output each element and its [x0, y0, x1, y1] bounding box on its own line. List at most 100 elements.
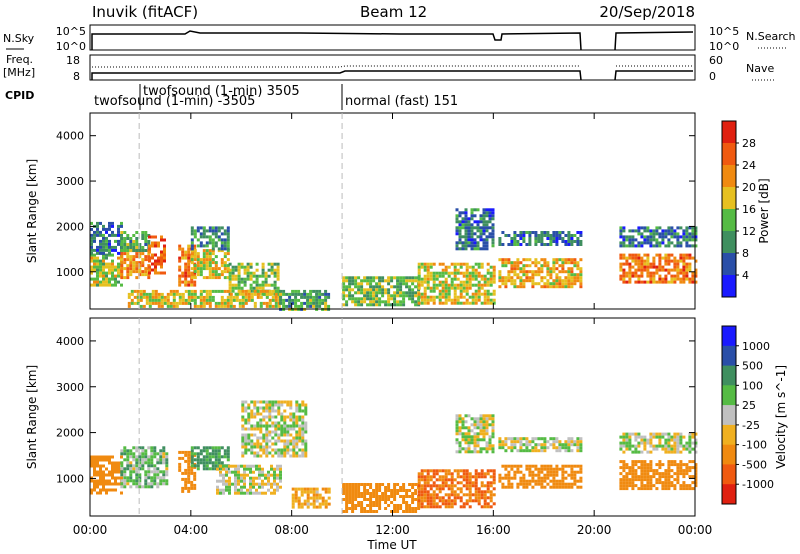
colorbar-swatch	[722, 121, 736, 144]
data-cell	[464, 244, 468, 248]
data-cell	[396, 300, 400, 304]
data-cell	[202, 301, 206, 305]
data-cell	[679, 277, 683, 281]
data-cell	[303, 490, 307, 494]
data-cell	[265, 403, 269, 407]
data-cell	[552, 240, 556, 243]
data-cell	[531, 273, 535, 277]
data-cell	[467, 217, 471, 221]
data-cell	[175, 292, 179, 296]
data-cell	[120, 246, 124, 249]
data-cell	[474, 478, 478, 482]
data-cell	[120, 267, 124, 271]
data-cell	[691, 277, 695, 281]
nave-trace	[92, 65, 693, 68]
data-cell	[295, 400, 299, 404]
data-cell	[558, 279, 562, 283]
data-cell	[142, 295, 146, 299]
data-cell	[120, 261, 124, 265]
data-cell	[402, 279, 406, 283]
data-cell	[438, 283, 442, 287]
x-tick-label: 00:00	[678, 523, 713, 537]
data-cell	[426, 262, 430, 266]
data-cell	[432, 490, 436, 494]
data-cell	[345, 285, 349, 289]
data-cell	[625, 447, 629, 451]
data-cell	[492, 481, 496, 485]
data-cell	[510, 485, 514, 489]
data-cell	[139, 304, 143, 308]
data-cell	[655, 244, 659, 248]
data-cell	[120, 273, 124, 277]
data-cell	[222, 482, 225, 486]
data-cell	[441, 301, 445, 305]
data-cell	[217, 276, 221, 280]
data-cell	[513, 264, 517, 268]
data-cell	[485, 229, 489, 233]
data-cell	[262, 439, 266, 443]
data-cell	[126, 273, 130, 277]
data-cell	[676, 244, 680, 248]
data-cell	[688, 262, 692, 266]
data-cell	[426, 271, 430, 275]
data-cell	[507, 446, 511, 450]
data-cell	[120, 270, 124, 274]
data-cell	[259, 304, 263, 308]
data-cell	[573, 264, 577, 268]
data-cell	[360, 285, 364, 289]
data-cell	[93, 467, 96, 471]
data-cell	[301, 442, 305, 446]
data-cell	[561, 279, 565, 283]
data-cell	[492, 298, 496, 302]
data-cell	[519, 234, 523, 237]
data-cell	[202, 467, 206, 471]
data-cell	[628, 478, 632, 482]
data-cell	[464, 208, 468, 212]
data-cell	[390, 303, 394, 307]
data-cell	[510, 279, 514, 283]
data-cell	[513, 464, 517, 468]
data-cell	[673, 256, 677, 260]
data-cell	[289, 427, 293, 431]
data-cell	[105, 265, 108, 269]
data-cell	[312, 502, 316, 506]
data-cell	[682, 229, 686, 233]
data-cell	[187, 289, 191, 293]
data-cell	[277, 406, 281, 410]
data-cell	[483, 289, 487, 293]
data-cell	[417, 481, 421, 485]
data-cell	[474, 277, 478, 281]
data-cell	[405, 276, 409, 280]
data-cell	[471, 475, 475, 479]
data-cell	[670, 460, 674, 464]
data-cell	[342, 291, 346, 295]
data-cell	[262, 436, 266, 440]
data-cell	[455, 429, 459, 433]
data-cell	[513, 282, 517, 286]
data-cell	[102, 482, 105, 486]
data-cell	[372, 294, 376, 298]
data-cell	[384, 486, 388, 489]
data-cell	[132, 255, 136, 259]
data-cell	[670, 253, 674, 257]
data-cell	[549, 473, 553, 477]
data-cell	[369, 279, 373, 283]
x-tick-label: 04:00	[174, 523, 209, 537]
data-cell	[414, 276, 418, 280]
data-cell	[304, 424, 308, 428]
data-cell	[543, 473, 547, 477]
data-cell	[555, 282, 559, 286]
data-cell	[510, 476, 514, 480]
data-cell	[250, 442, 254, 446]
data-cell	[315, 292, 319, 296]
data-cell	[646, 253, 650, 257]
data-cell	[196, 455, 200, 459]
data-cell	[652, 280, 656, 284]
data-cell	[273, 482, 276, 486]
data-cell	[264, 277, 268, 281]
data-cell	[447, 295, 451, 299]
data-cell	[491, 423, 495, 427]
data-cell	[187, 265, 191, 269]
data-cell	[456, 283, 460, 287]
data-cell	[378, 303, 382, 307]
